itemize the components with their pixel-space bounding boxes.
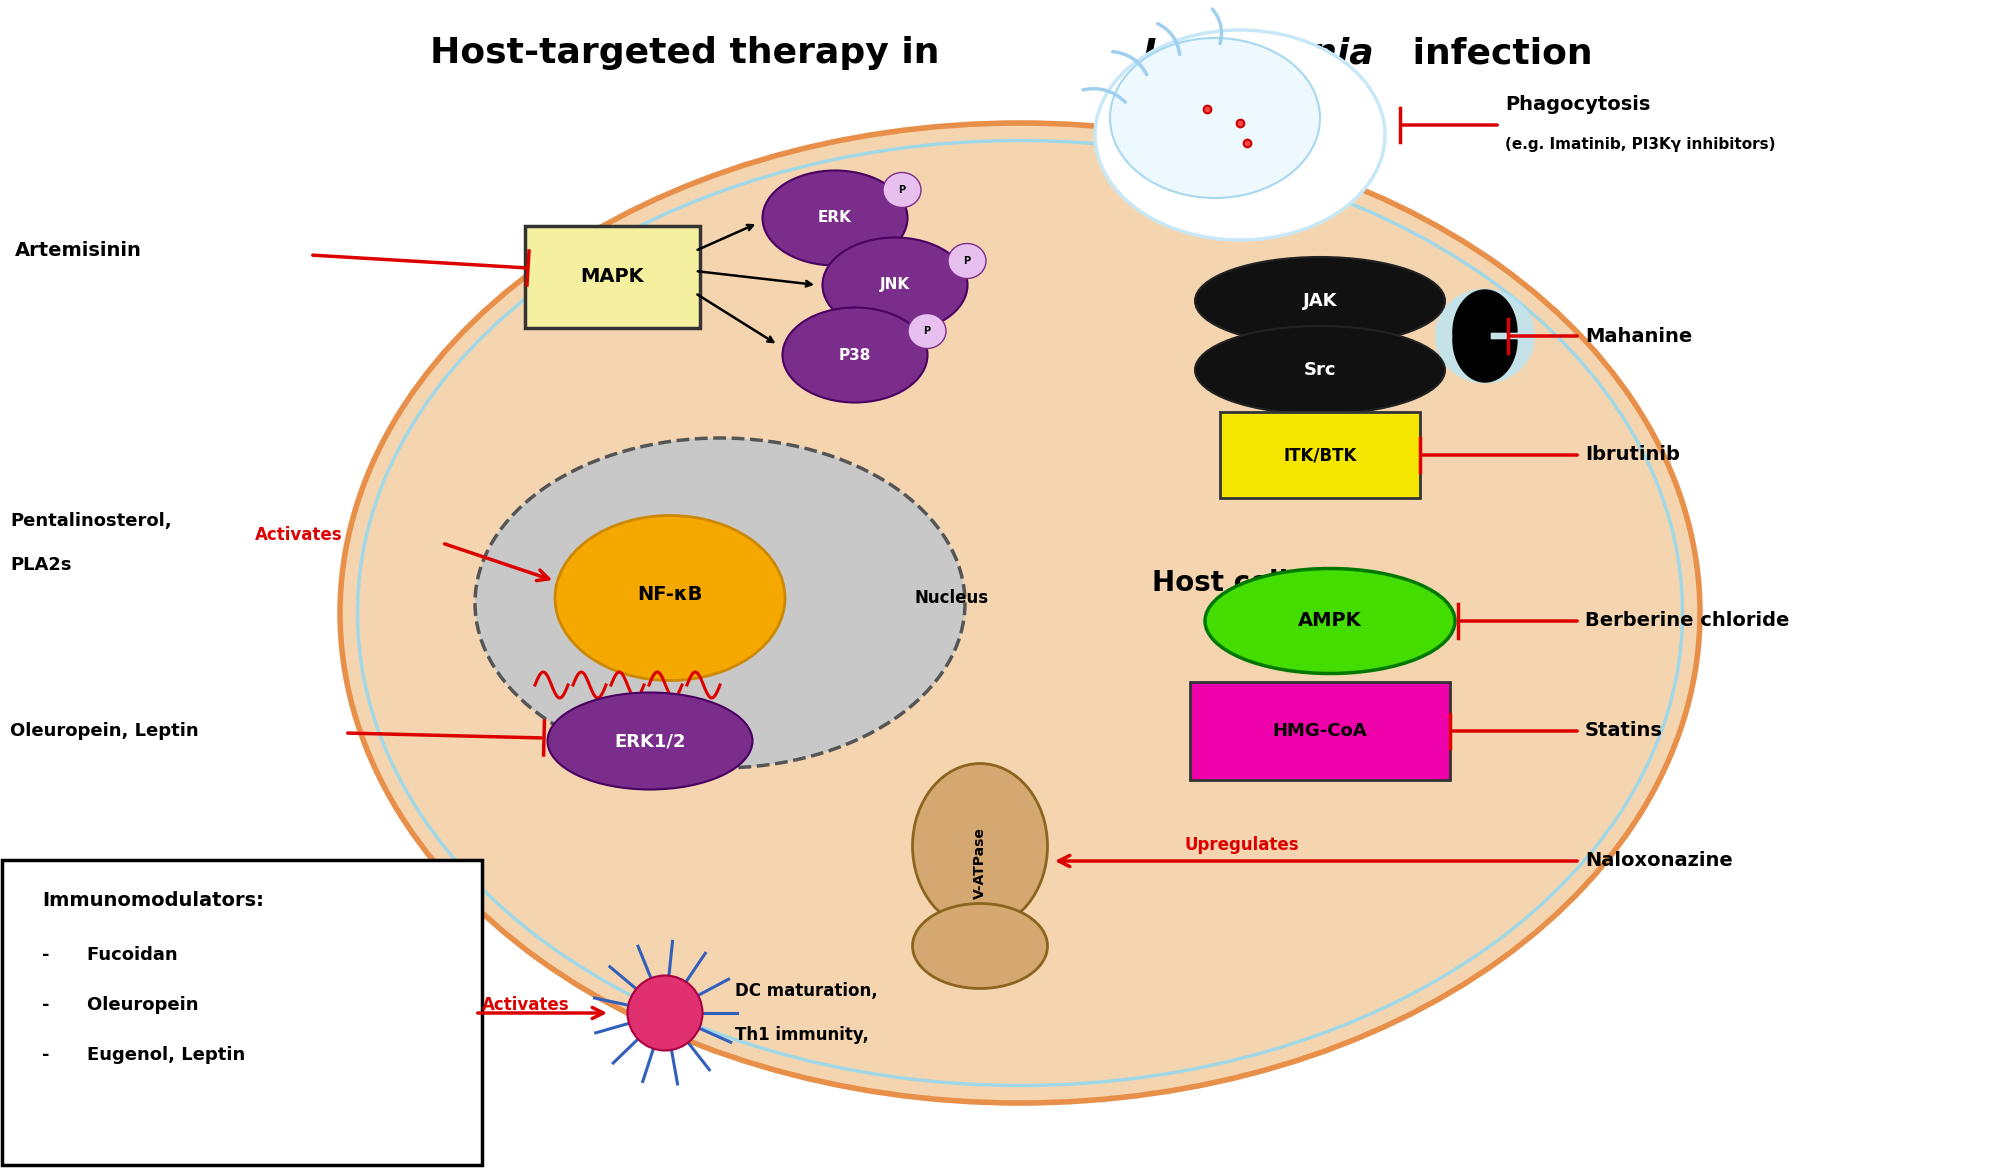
Text: ERK1/2: ERK1/2 [614,732,686,750]
Ellipse shape [912,903,1048,989]
Text: JAK: JAK [1302,292,1338,310]
Ellipse shape [1436,289,1536,384]
Text: P: P [924,326,930,335]
Text: -      Fucoidan: - Fucoidan [42,945,178,964]
Ellipse shape [1110,38,1320,198]
Ellipse shape [912,764,1048,929]
Text: Upregulates: Upregulates [1184,836,1300,854]
Text: DC maturation,: DC maturation, [736,982,878,1001]
Text: Berberine chloride: Berberine chloride [1584,611,1790,631]
Text: (e.g. Imatinib, PI3Kγ inhibitors): (e.g. Imatinib, PI3Kγ inhibitors) [1506,137,1776,152]
Text: NF-κB: NF-κB [638,585,702,604]
Text: ERK: ERK [818,210,852,225]
Text: Host-targeted therapy in: Host-targeted therapy in [430,36,952,70]
Ellipse shape [1196,257,1444,345]
FancyBboxPatch shape [1220,412,1420,499]
Text: -      Eugenol, Leptin: - Eugenol, Leptin [42,1046,246,1064]
Text: Activates: Activates [482,996,570,1013]
Text: Oleuropein, Leptin: Oleuropein, Leptin [10,723,198,740]
Text: P: P [898,185,906,195]
Text: infection: infection [1400,36,1592,70]
Ellipse shape [1196,326,1444,414]
Ellipse shape [556,515,784,680]
Text: Th1 immunity,: Th1 immunity, [736,1026,868,1044]
Text: P38: P38 [838,347,872,362]
Text: AMPK: AMPK [1298,611,1362,631]
Ellipse shape [476,438,964,768]
Ellipse shape [762,170,908,265]
Text: HMG-CoA: HMG-CoA [1272,723,1368,740]
Polygon shape [1452,326,1490,346]
Ellipse shape [1204,569,1456,673]
Text: Immunomodulators:: Immunomodulators: [42,891,264,910]
Text: Src: Src [1304,361,1336,379]
Text: Activates: Activates [256,526,342,544]
Text: PLA2s: PLA2s [10,556,72,574]
FancyBboxPatch shape [2,860,482,1165]
Text: MAPK: MAPK [580,267,644,286]
Text: Mahanine: Mahanine [1584,326,1692,346]
FancyBboxPatch shape [524,226,700,328]
Ellipse shape [948,244,986,278]
Text: Artemisinin: Artemisinin [16,242,142,260]
Ellipse shape [1096,30,1384,240]
Text: -      Oleuropein: - Oleuropein [42,996,198,1013]
Text: Statins: Statins [1584,721,1662,740]
Text: Nucleus: Nucleus [916,589,990,606]
Ellipse shape [628,976,702,1051]
Text: V-ATPase: V-ATPase [974,827,988,899]
Text: Pentalinosterol,: Pentalinosterol, [10,511,172,530]
FancyBboxPatch shape [1190,682,1450,780]
Text: ITK/BTK: ITK/BTK [1284,446,1356,465]
Text: Leishmania: Leishmania [1142,36,1374,70]
Ellipse shape [548,692,752,789]
Ellipse shape [908,313,946,348]
Ellipse shape [340,123,1700,1103]
Text: Phagocytosis: Phagocytosis [1506,95,1650,115]
Text: P: P [964,256,970,266]
Ellipse shape [884,172,920,208]
Ellipse shape [782,307,928,402]
Text: Ibrutinib: Ibrutinib [1584,446,1680,465]
Polygon shape [1452,290,1518,332]
Text: JNK: JNK [880,278,910,292]
Ellipse shape [822,237,968,332]
Text: Host cell: Host cell [1152,569,1288,597]
Polygon shape [1452,340,1518,382]
Text: Naloxonazine: Naloxonazine [1584,852,1732,870]
